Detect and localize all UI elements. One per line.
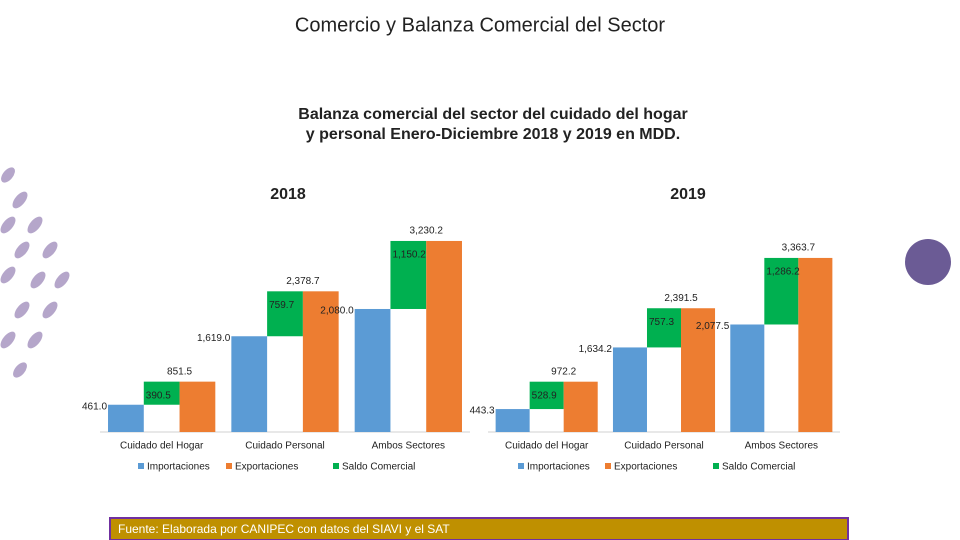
legend-label: Exportaciones xyxy=(614,462,677,473)
value-label: 2,391.5 xyxy=(664,293,698,304)
value-label: 1,150.2 xyxy=(392,250,426,261)
x-tick-label: Cuidado Personal xyxy=(624,441,704,452)
value-label: 759.7 xyxy=(269,300,294,311)
subtitle: y personal Enero-Diciembre 2018 y 2019 e… xyxy=(306,126,680,143)
decoration-circle xyxy=(905,239,951,285)
chart-title: 2018 xyxy=(270,186,306,203)
bar xyxy=(730,324,765,432)
x-tick-label: Cuidado Personal xyxy=(245,441,325,452)
bar xyxy=(267,291,303,337)
decoration xyxy=(0,167,70,378)
bar xyxy=(646,308,682,348)
legend-label: Exportaciones xyxy=(235,462,298,473)
bar xyxy=(495,409,530,432)
x-tick-label: Cuidado del Hogar xyxy=(120,441,204,452)
legend-label: Importaciones xyxy=(527,462,590,473)
x-tick-label: Cuidado del Hogar xyxy=(505,441,589,452)
legend-swatch xyxy=(226,463,232,469)
value-label: 3,363.7 xyxy=(782,243,816,254)
legend-swatch xyxy=(605,463,611,469)
legend-swatch xyxy=(713,463,719,469)
value-label: 972.2 xyxy=(551,366,576,377)
legend-label: Saldo Comercial xyxy=(342,462,415,473)
legend-swatch xyxy=(518,463,524,469)
bar xyxy=(426,240,462,432)
legend-swatch xyxy=(333,463,339,469)
value-label: 2,077.5 xyxy=(696,321,730,332)
bar xyxy=(231,336,268,432)
bar xyxy=(179,381,216,432)
legend-label: Importaciones xyxy=(147,462,210,473)
value-label: 851.5 xyxy=(167,366,192,377)
bar xyxy=(354,308,391,432)
bar xyxy=(798,257,833,432)
bar xyxy=(302,291,339,432)
slide-title: Comercio y Balanza Comercial del Sector xyxy=(295,14,665,36)
x-tick-label: Ambos Sectores xyxy=(745,441,818,452)
value-label: 528.9 xyxy=(532,390,557,401)
bar xyxy=(529,381,564,410)
value-label: 3,230.2 xyxy=(410,226,444,237)
bar xyxy=(390,240,427,309)
value-label: 2,080.0 xyxy=(320,306,354,317)
value-label: 757.3 xyxy=(649,317,674,328)
value-label: 1,286.2 xyxy=(766,267,800,278)
bar xyxy=(563,381,598,432)
bar xyxy=(681,308,716,432)
value-label: 443.3 xyxy=(470,406,495,417)
value-label: 2,378.7 xyxy=(286,276,320,287)
bar xyxy=(764,257,799,325)
bar xyxy=(108,404,144,432)
bar xyxy=(612,347,647,432)
legend-label: Saldo Comercial xyxy=(722,462,795,473)
source-box xyxy=(109,517,849,540)
value-label: 1,634.2 xyxy=(579,344,613,355)
legend-swatch xyxy=(138,463,144,469)
source: Fuente: Elaborada por CANIPEC con datos … xyxy=(118,522,450,536)
value-label: 390.5 xyxy=(146,390,171,401)
chart-title: 2019 xyxy=(670,186,706,203)
subtitle: Balanza comercial del sector del cuidado… xyxy=(298,106,687,123)
x-tick-label: Ambos Sectores xyxy=(372,441,445,452)
value-label: 1,619.0 xyxy=(197,333,231,344)
value-label: 461.0 xyxy=(82,401,107,412)
bar xyxy=(143,381,180,405)
